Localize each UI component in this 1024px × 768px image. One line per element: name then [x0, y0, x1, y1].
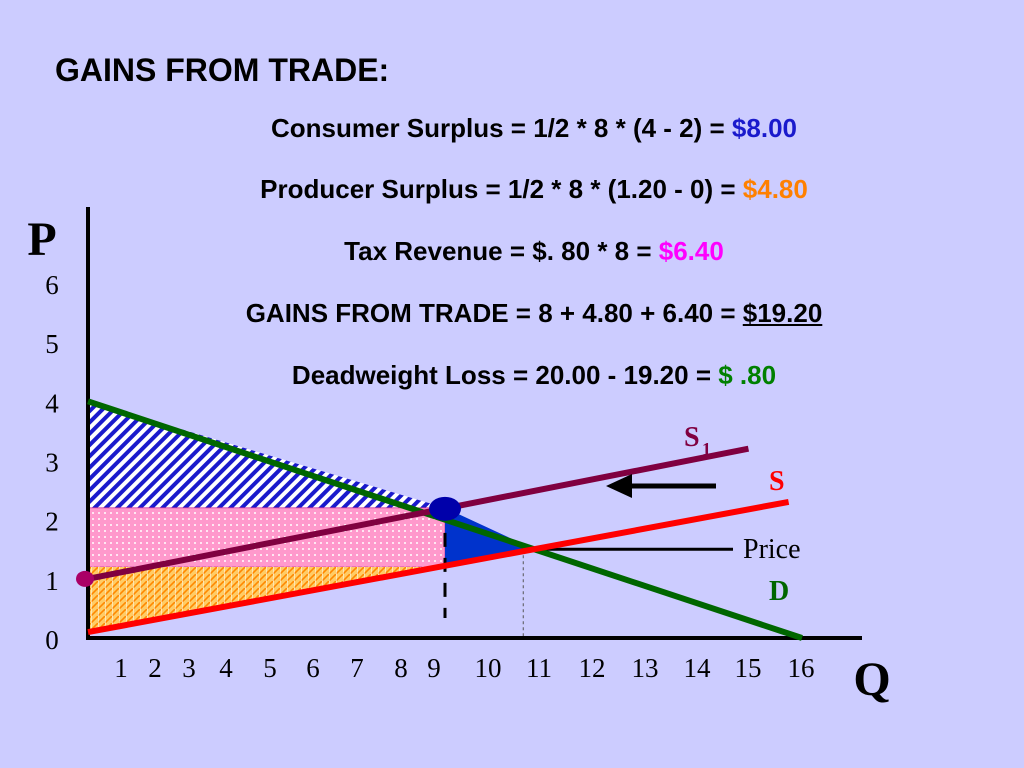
- x-tick-label: 12: [579, 653, 606, 683]
- x-tick-label: 1: [114, 653, 128, 683]
- s1-origin-marker: [76, 570, 94, 587]
- x-tick-label: 5: [263, 653, 277, 683]
- d-label: D: [769, 576, 789, 607]
- surplus-areas: [87, 401, 535, 633]
- tax-point-marker: [429, 496, 461, 521]
- y-tick-label: 5: [45, 329, 59, 359]
- x-tick-label: 11: [526, 653, 552, 683]
- deadweight-loss-equation: Deadweight Loss = 20.00 - 19.20 = $ .80: [291, 360, 777, 390]
- y-tick-label: 4: [45, 388, 59, 418]
- x-tick-label: 14: [684, 653, 712, 683]
- consumer-surplus-value: $8.00: [731, 113, 797, 143]
- deadweight-loss-value: $ .80: [718, 360, 777, 390]
- y-axis-label: P: [27, 213, 56, 266]
- y-tick-label: 3: [45, 448, 59, 478]
- guide-lines: [443, 507, 733, 638]
- x-tick-label: 8: [394, 653, 408, 683]
- x-tick-label: 13: [632, 653, 659, 683]
- s-curve: [87, 498, 790, 636]
- y-tick-label: 0: [45, 625, 59, 655]
- y-tick-label: 1: [45, 566, 59, 596]
- y-tick-label: 6: [45, 270, 59, 300]
- x-tick-label: 4: [219, 653, 233, 683]
- gains-from-trade-value: $19.20: [742, 298, 823, 328]
- y-tick-label: 2: [45, 507, 59, 537]
- x-tick-label: 6: [306, 653, 320, 683]
- s1-curve: [87, 445, 750, 582]
- producer-surplus-equation: Producer Surplus = 1/2 * 8 * (1.20 - 0) …: [260, 174, 808, 204]
- gains-from-trade-equation: GAINS FROM TRADE = 8 + 4.80 + 6.40 = $19…: [245, 298, 823, 328]
- price-label: Price: [743, 534, 801, 565]
- s1-label: S: [684, 422, 700, 453]
- x-tick-label: 3: [182, 653, 196, 683]
- page-title: GAINS FROM TRADE:: [55, 52, 390, 88]
- markers: [76, 496, 461, 587]
- producer-surplus-value: $4.80: [742, 174, 808, 204]
- x-tick-label: 2: [148, 653, 162, 683]
- shift-arrow-head: [606, 474, 632, 498]
- tax-revenue-equation: Tax Revenue = $. 80 * 8 = $6.40: [344, 236, 724, 266]
- tax-revenue-value: $6.40: [658, 236, 724, 266]
- x-tick-label: 16: [788, 653, 815, 683]
- s1-subscript: 1: [702, 439, 711, 459]
- x-tick-label: 15: [735, 653, 762, 683]
- axes: [86, 207, 862, 640]
- x-tick-label: 9: [427, 653, 441, 683]
- s-label: S: [769, 466, 785, 497]
- x-tick-label: 10: [475, 653, 502, 683]
- consumer-surplus-equation: Consumer Surplus = 1/2 * 8 * (4 - 2) = $…: [270, 113, 797, 143]
- x-tick-label: 7: [350, 653, 364, 683]
- x-axis-label: Q: [853, 653, 890, 706]
